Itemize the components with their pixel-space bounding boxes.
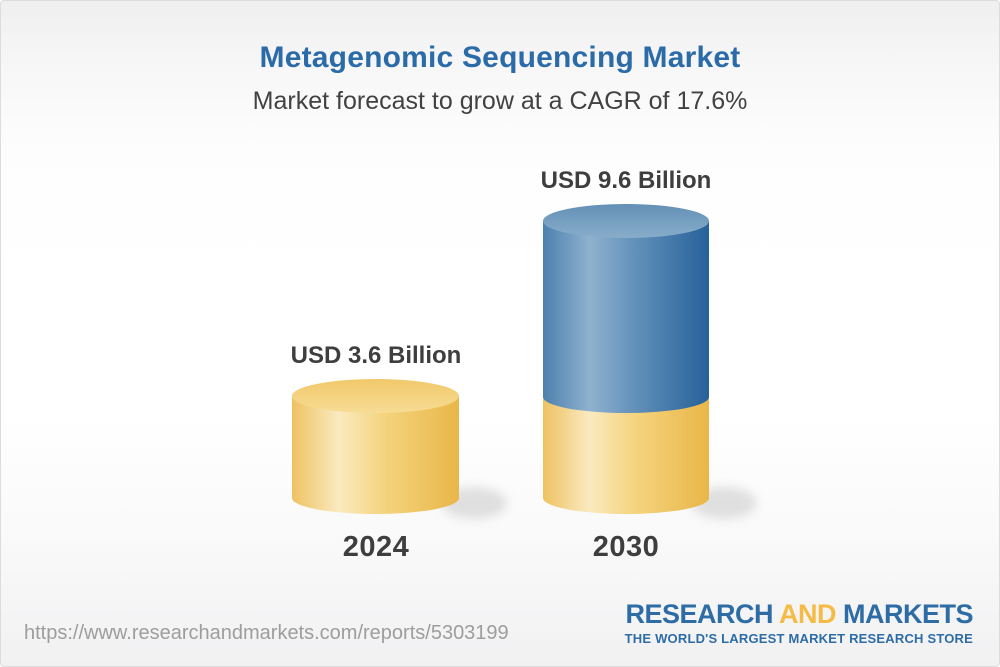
- logo-tagline: THE WORLD'S LARGEST MARKET RESEARCH STOR…: [624, 631, 973, 646]
- category-label-2030: 2030: [592, 531, 660, 563]
- bar-2030-growth-segment: [543, 204, 709, 413]
- bar-2030: [543, 204, 709, 514]
- bar-2030-base-segment: [543, 397, 709, 514]
- report-url: https://www.researchandmarkets.com/repor…: [24, 622, 509, 644]
- bar-2030-top-face: [543, 204, 709, 238]
- logo-wordmark: RESEARCH AND MARKETS: [625, 600, 973, 628]
- logo-word-research: RESEARCH: [625, 599, 773, 629]
- bar-2024: [292, 379, 459, 514]
- value-label-2030: USD 9.6 Billion: [540, 167, 712, 194]
- category-label-2024: 2024: [342, 531, 410, 563]
- value-label-2024: USD 3.6 Billion: [290, 342, 462, 369]
- logo-word-markets: MARKETS: [843, 599, 974, 629]
- page-title: Metagenomic Sequencing Market: [259, 41, 741, 74]
- bar-2024-top-face: [292, 379, 459, 413]
- logo-word-and: AND: [778, 599, 837, 629]
- page-subtitle: Market forecast to grow at a CAGR of 17.…: [252, 87, 748, 115]
- research-and-markets-logo: RESEARCH AND MARKETS THE WORLD'S LARGEST…: [624, 600, 974, 646]
